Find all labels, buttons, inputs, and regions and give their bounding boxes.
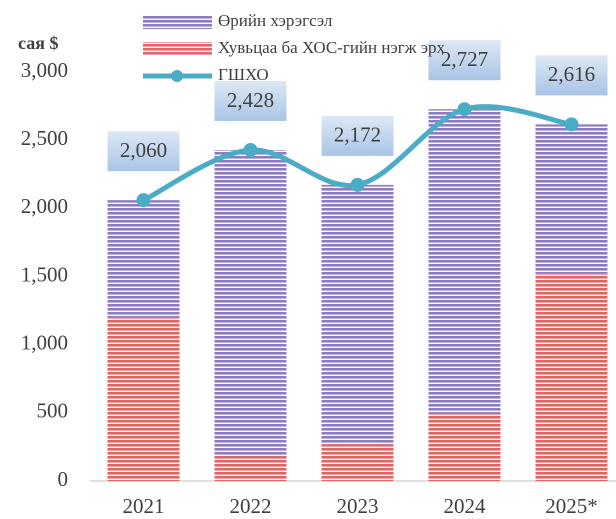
y-tick-label: 1,000 (21, 330, 68, 354)
y-tick-label: 0 (58, 467, 69, 491)
line-point (243, 142, 258, 157)
y-tick-label: 500 (37, 399, 69, 423)
line-point (136, 193, 151, 208)
bar-segment (214, 455, 287, 481)
data-label-box (428, 40, 501, 81)
x-tick-label: 2025* (545, 494, 598, 518)
bar-segment (535, 273, 608, 481)
bar-segment (321, 184, 394, 445)
data-label-box (535, 55, 608, 96)
data-label: 2,060 (120, 138, 167, 162)
line-point (457, 102, 472, 117)
data-label: 2,428 (227, 88, 274, 112)
line-point (350, 177, 365, 192)
bar-segment (428, 109, 501, 413)
data-label-box (107, 131, 180, 172)
y-tick-label: 3,000 (21, 58, 68, 82)
bar-segment (321, 444, 394, 481)
legend-swatch (143, 15, 212, 29)
y-tick-label: 2,500 (21, 126, 68, 150)
bar-segment (535, 124, 608, 274)
legend-label: Хувьцаа ба ХОС-гийн нэгж эрх (218, 38, 446, 57)
x-tick-label: 2024 (444, 494, 487, 518)
line-point (564, 117, 579, 132)
data-label: 2,616 (548, 62, 595, 86)
x-tick-label: 2021 (123, 494, 165, 518)
data-label: 2,172 (334, 123, 381, 147)
bar-segment (214, 149, 287, 456)
y-tick-label: 1,500 (21, 262, 68, 286)
legend-swatch (143, 42, 212, 56)
bar-segment (107, 317, 180, 481)
x-tick-label: 2023 (337, 494, 379, 518)
legend-swatch (171, 70, 183, 82)
bar-segment (107, 200, 180, 318)
data-label-box (214, 80, 287, 121)
data-label: 2,727 (441, 47, 488, 71)
legend-label: ГШХО (218, 65, 269, 84)
y-tick-label: 2,000 (21, 194, 68, 218)
legend-label: Өрийн хэрэгсэл (218, 11, 333, 30)
data-label-box (321, 115, 394, 156)
x-tick-label: 2022 (230, 494, 272, 518)
y-axis-label: сая $ (18, 33, 58, 53)
bar-segment (428, 412, 501, 481)
